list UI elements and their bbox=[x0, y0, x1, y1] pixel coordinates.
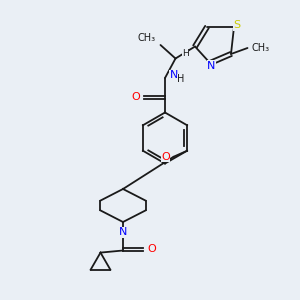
Text: N: N bbox=[207, 61, 216, 71]
Text: CH₃: CH₃ bbox=[138, 33, 156, 43]
Text: N: N bbox=[169, 70, 178, 80]
Text: H: H bbox=[177, 74, 184, 85]
Text: N: N bbox=[119, 227, 127, 237]
Text: O: O bbox=[161, 152, 170, 162]
Text: S: S bbox=[233, 20, 241, 31]
Text: CH₃: CH₃ bbox=[252, 43, 270, 53]
Text: O: O bbox=[132, 92, 140, 103]
Text: O: O bbox=[147, 244, 156, 254]
Text: H: H bbox=[182, 50, 189, 58]
